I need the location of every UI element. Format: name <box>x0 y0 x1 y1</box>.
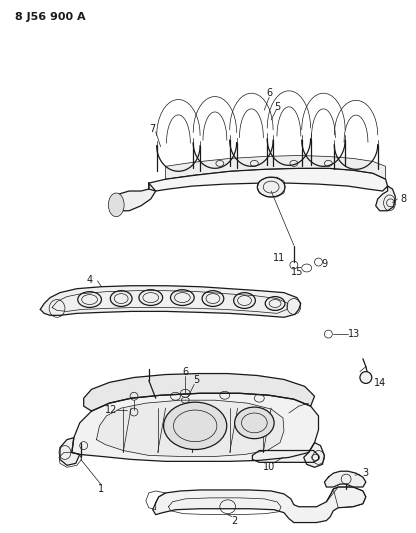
Text: 4: 4 <box>87 275 93 285</box>
Text: 2: 2 <box>232 515 238 526</box>
Polygon shape <box>166 156 386 179</box>
Polygon shape <box>153 487 366 522</box>
Text: 11: 11 <box>273 253 285 263</box>
Ellipse shape <box>360 372 372 383</box>
Polygon shape <box>253 450 319 462</box>
Polygon shape <box>40 286 301 317</box>
Text: 12: 12 <box>105 405 117 415</box>
Ellipse shape <box>235 407 274 439</box>
Text: 14: 14 <box>374 378 386 389</box>
Polygon shape <box>72 393 319 462</box>
Text: 5: 5 <box>193 375 199 385</box>
Polygon shape <box>304 442 324 467</box>
Polygon shape <box>113 183 156 211</box>
Polygon shape <box>149 168 388 191</box>
Text: 13: 13 <box>348 329 360 339</box>
Text: 3: 3 <box>363 468 369 478</box>
Text: 8: 8 <box>400 194 406 204</box>
Polygon shape <box>376 186 396 211</box>
Text: 15: 15 <box>291 267 303 277</box>
Text: 7: 7 <box>150 124 156 134</box>
Polygon shape <box>324 471 366 487</box>
Text: 10: 10 <box>263 462 275 472</box>
Text: 8 J56 900 A: 8 J56 900 A <box>15 12 85 22</box>
Ellipse shape <box>108 193 124 217</box>
Text: 6: 6 <box>266 88 272 99</box>
Ellipse shape <box>163 402 227 449</box>
Text: 9: 9 <box>322 259 327 269</box>
Text: 6: 6 <box>182 367 188 377</box>
Text: 1: 1 <box>98 484 104 494</box>
Text: 5: 5 <box>274 102 280 112</box>
Ellipse shape <box>258 177 285 197</box>
Polygon shape <box>97 400 284 456</box>
Polygon shape <box>84 374 314 411</box>
Polygon shape <box>60 438 80 465</box>
